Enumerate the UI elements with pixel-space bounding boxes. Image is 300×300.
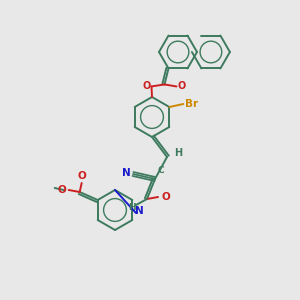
- Text: Br: Br: [185, 99, 198, 109]
- Text: H: H: [128, 202, 136, 211]
- Text: O: O: [161, 192, 170, 202]
- Text: N: N: [122, 168, 131, 178]
- Text: H: H: [174, 148, 182, 158]
- Text: O: O: [178, 82, 186, 92]
- Text: C: C: [157, 166, 164, 175]
- Text: O: O: [77, 171, 86, 181]
- Text: O: O: [142, 82, 151, 92]
- Text: N: N: [135, 206, 143, 216]
- Text: O: O: [58, 185, 67, 195]
